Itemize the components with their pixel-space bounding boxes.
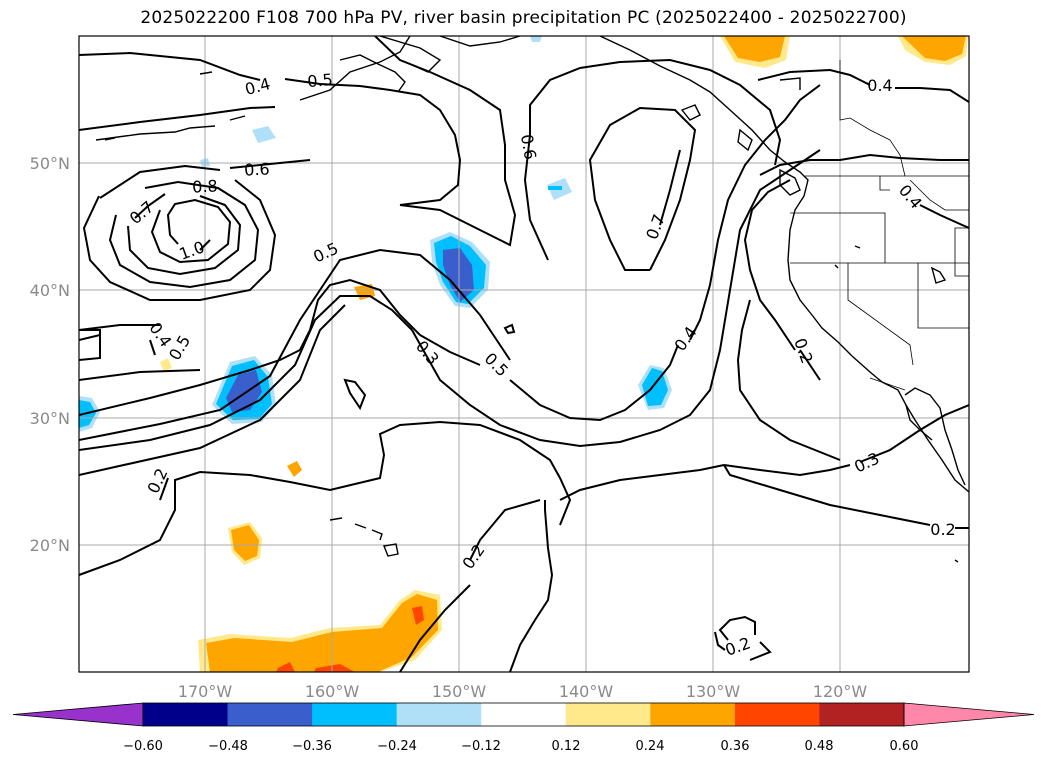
contour-label: 0.2	[459, 541, 489, 573]
precip-positive-blob	[276, 662, 295, 672]
lon-tick-label: 170°W	[178, 682, 233, 701]
colorbar-segment	[481, 703, 567, 726]
map-area	[79, 36, 969, 672]
contour-label: 0.2	[930, 520, 955, 539]
precip-shading	[79, 36, 968, 672]
precip-positive-blob	[724, 36, 785, 62]
contour-label: 0.7	[642, 212, 669, 242]
state-borders	[790, 60, 969, 391]
precip-negative-blob	[548, 186, 562, 190]
precip-negative-blob	[252, 126, 276, 143]
colorbar	[12, 702, 1035, 727]
contour-label: 0.5	[310, 239, 341, 267]
map-frame	[78, 35, 970, 673]
contour-label: 0.3	[412, 337, 443, 369]
contour-label: 0.6	[244, 159, 270, 179]
lon-tick-label: 150°W	[432, 682, 487, 701]
contour-label: 0.3	[851, 449, 882, 477]
colorbar-segment	[819, 703, 905, 726]
colorbar-segment	[227, 703, 313, 726]
colorbar-segment	[143, 703, 229, 726]
precip-positive-blob	[902, 36, 966, 61]
colorbar-tick-label: −0.12	[461, 739, 501, 754]
lat-tick-label: 50°N	[30, 154, 70, 173]
colorbar-tick-label: −0.48	[208, 739, 248, 754]
lon-tick-label: 140°W	[559, 682, 614, 701]
lon-tick-label: 130°W	[686, 682, 741, 701]
colorbar-frame	[142, 702, 905, 727]
plot-title: 2025022200 F108 700 hPa PV, river basin …	[140, 8, 907, 28]
contour-label: 0.2	[144, 465, 172, 496]
gridlines	[79, 36, 969, 672]
precip-positive-blob	[231, 525, 259, 561]
contour-label: 0.2	[790, 336, 817, 366]
colorbar-segment	[312, 703, 398, 726]
colorbar-segment	[734, 703, 820, 726]
precip-positive-blob	[412, 606, 424, 625]
lon-tick-label: 160°W	[305, 682, 360, 701]
lon-tick-labels: 170°W 160°W 150°W 140°W 130°W 120°W	[178, 682, 868, 701]
colorbar-tick-label: 0.12	[552, 739, 581, 754]
contour-label: 0.5	[307, 70, 334, 91]
colorbar-extend-low	[12, 702, 144, 727]
colorbar-tick-label: 0.36	[721, 739, 750, 754]
precip-positive-blob	[206, 594, 438, 672]
colorbar-segment	[396, 703, 482, 726]
precip-positive-blob	[160, 358, 172, 372]
lon-tick-label: 120°W	[813, 682, 868, 701]
colorbar-tick-label: 0.24	[636, 739, 665, 754]
precip-negative-blob	[642, 368, 668, 406]
colorbar-tick-labels: −0.60 −0.48 −0.36 −0.24 −0.12 0.12 0.24 …	[123, 739, 918, 754]
precip-negative-blob	[226, 370, 262, 412]
colorbar-segment	[650, 703, 736, 726]
colorbar-tick-label: 0.60	[890, 739, 919, 754]
precip-negative-blob	[79, 400, 96, 428]
colorbar-tick-label: 0.48	[805, 739, 834, 754]
lat-tick-label: 20°N	[30, 536, 70, 555]
colorbar-segment	[565, 703, 651, 726]
colorbar-extend-high	[903, 702, 1035, 727]
precip-positive-blob	[287, 461, 302, 477]
colorbar-tick-label: −0.36	[292, 739, 332, 754]
contour-label: 0.4	[895, 181, 926, 213]
colorbar-tick-label: −0.60	[123, 739, 163, 754]
pv-contours	[79, 36, 969, 672]
precip-positive-blob	[314, 664, 355, 672]
contour-label: 0.4	[867, 76, 892, 95]
contour-label: 0.8	[192, 176, 218, 196]
contour-label: 0.6	[517, 133, 540, 161]
contour-label: 0.5	[481, 349, 512, 380]
lat-tick-label: 30°N	[30, 409, 70, 428]
lat-tick-labels: 20°N 30°N 40°N 50°N	[30, 154, 70, 555]
colorbar-tick-label: −0.24	[377, 739, 417, 754]
lat-tick-label: 40°N	[30, 281, 70, 300]
precip-negative-blob	[530, 36, 542, 42]
contour-label: 0.2	[723, 633, 753, 660]
coastlines	[95, 36, 969, 563]
